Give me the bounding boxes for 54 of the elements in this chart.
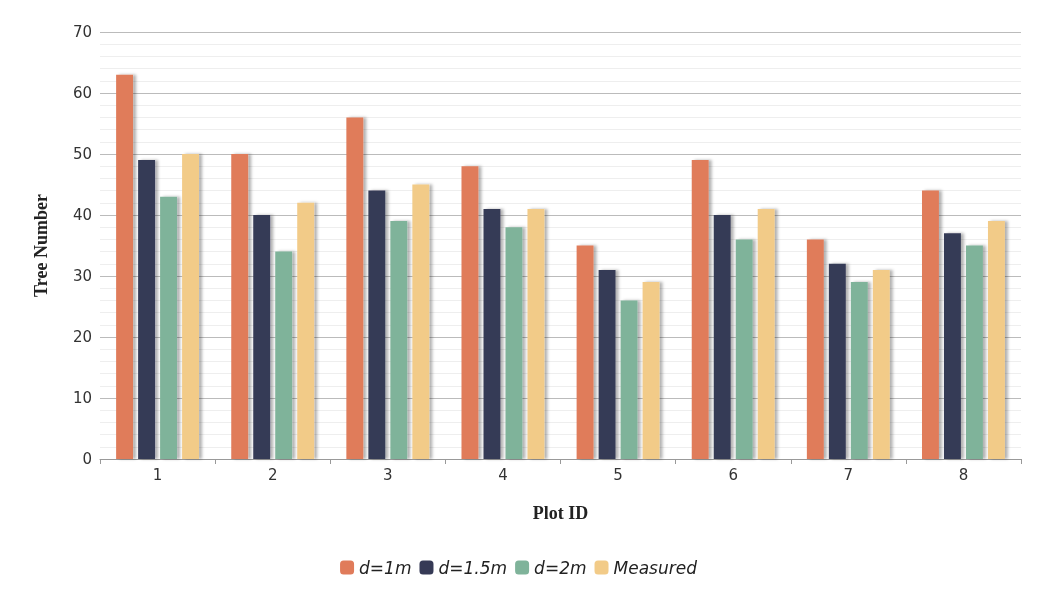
bar [691, 160, 709, 459]
x-tick-label: 5 [613, 465, 623, 484]
bar [713, 215, 731, 459]
x-tick-label: 6 [728, 465, 738, 484]
bar [505, 227, 523, 459]
y-tick-label: 20 [72, 328, 92, 346]
bar [850, 282, 868, 459]
legend-label: Measured [613, 557, 698, 578]
x-tick-label: 7 [843, 465, 854, 484]
y-tick-label: 60 [72, 84, 92, 102]
bar [483, 208, 501, 459]
x-tick-label: 2 [267, 465, 278, 484]
bar [965, 245, 983, 459]
bar [757, 208, 775, 459]
y-tick-label: 0 [82, 450, 92, 468]
bar [412, 184, 430, 459]
legend-label: d=1.5m [438, 557, 508, 578]
x-tick-label: 4 [498, 465, 508, 484]
bar [872, 269, 890, 459]
y-tick-label: 70 [72, 23, 92, 41]
bar [943, 233, 961, 459]
bar [390, 221, 408, 459]
bar [921, 190, 939, 459]
y-tick-label: 10 [72, 389, 92, 407]
x-tick-label: 3 [383, 465, 393, 484]
bar [527, 208, 545, 459]
x-tick-label: 8 [958, 465, 969, 484]
bar [735, 239, 753, 459]
bar [160, 196, 178, 459]
bar [231, 154, 249, 459]
bar [368, 190, 386, 459]
bar [642, 282, 660, 459]
bar [987, 221, 1005, 459]
bar [461, 166, 479, 459]
bar [116, 74, 134, 459]
x-tick-label: 1 [152, 465, 163, 484]
legend-label: d=1m [359, 557, 412, 578]
y-tick-label: 40 [72, 206, 92, 224]
bar [297, 202, 315, 459]
y-tick-label: 30 [72, 267, 92, 285]
x-axis-title: Plot ID [532, 503, 589, 523]
bar [620, 300, 638, 459]
y-tick-label: 50 [72, 145, 92, 163]
bar [253, 215, 271, 459]
bar [182, 154, 200, 459]
bar [346, 117, 364, 459]
bar [828, 263, 846, 459]
y-axis-title: Tree Number [31, 194, 51, 297]
bar [275, 251, 293, 459]
bar [576, 245, 594, 459]
bar [598, 269, 616, 459]
legend-label: d=2m [534, 557, 587, 578]
bar [138, 160, 156, 459]
bar [806, 239, 824, 459]
